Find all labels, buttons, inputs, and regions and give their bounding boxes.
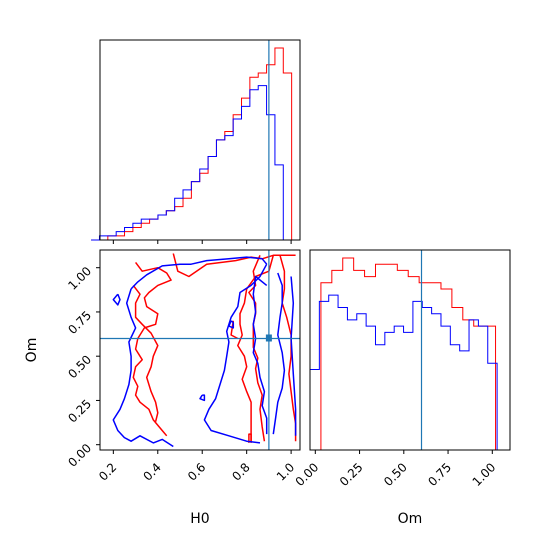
h0-histogram-frame xyxy=(99,39,301,241)
om-histogram-frame xyxy=(309,249,511,451)
om-hist-x-tick-label: 0.50 xyxy=(381,460,410,489)
contour-red-island xyxy=(230,320,239,340)
contour-frame xyxy=(99,249,301,451)
om-histogram-panel: 0.00 0.25 0.50 0.75 1.00 Om xyxy=(293,249,511,527)
contour-y-tick-label: 0.75 xyxy=(65,308,94,337)
contour-blue-inner-core xyxy=(272,272,286,435)
contour-blue-island-1 xyxy=(112,293,121,306)
contour-red-left-outer xyxy=(132,261,172,437)
contour-red-right-inner xyxy=(248,255,266,442)
contour-x-tick-label: 0.2 xyxy=(96,460,119,483)
x-axis-label-om: Om xyxy=(398,511,423,527)
contour-blue-right-inner xyxy=(252,275,268,435)
contour-x-tick-label: 0.4 xyxy=(140,460,163,483)
contour-y-tick-label: 0.25 xyxy=(65,397,94,426)
om-hist-blue xyxy=(309,294,507,451)
contour-red-left-inner xyxy=(132,284,159,422)
contour-blue-edge xyxy=(290,276,297,436)
contour-red-right-outer xyxy=(237,255,275,442)
contour-y-tick-label: 0.00 xyxy=(65,441,94,470)
contour-x-tick-label: 0.8 xyxy=(229,460,252,483)
contour-y-tick-label: 0.50 xyxy=(65,352,94,381)
x-axis-label-h0: H0 xyxy=(190,511,209,527)
h0-histogram-panel xyxy=(91,39,301,244)
contour-blue-left xyxy=(112,288,174,448)
contour-y-tick-label: 1.00 xyxy=(65,264,94,293)
contour-blue-top xyxy=(130,256,268,290)
contour-red-edge xyxy=(279,255,297,442)
contour-blue-island-3 xyxy=(199,394,206,402)
contour-red-spike xyxy=(248,433,252,443)
truth-marker xyxy=(265,334,272,342)
om-hist-x-tick-label: 0.25 xyxy=(337,460,366,489)
h0-hist-blue xyxy=(91,85,300,241)
contour-blue-island-2 xyxy=(228,320,235,329)
contour-red-top xyxy=(172,253,296,278)
om-hist-x-tick-label: 1.00 xyxy=(470,460,499,489)
om-hist-x-tick-label: 0.00 xyxy=(293,460,322,489)
contour-x-tick-label: 0.6 xyxy=(185,460,208,483)
contour-blue-right-outer xyxy=(203,263,268,444)
om-hist-x-tick-label: 0.75 xyxy=(425,460,454,489)
contour-panel: 0.2 0.4 0.6 0.8 1.0 0.000.250.500.751.00 H0 … xyxy=(24,249,301,527)
om-hist-red xyxy=(310,257,507,451)
y-axis-label-om: Om xyxy=(24,338,40,363)
